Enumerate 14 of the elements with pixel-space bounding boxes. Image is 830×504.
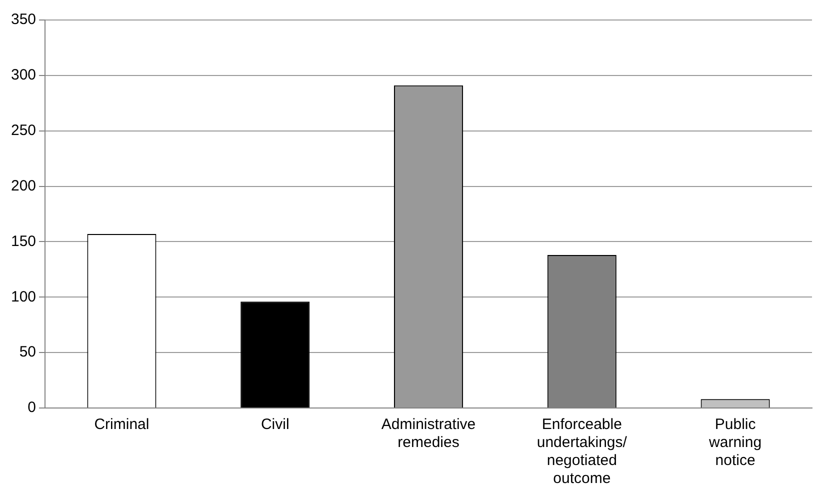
x-tick-label: Administrative remedies	[381, 416, 476, 452]
y-tick-label: 300	[10, 66, 36, 84]
x-tick-label: Public warning notice	[708, 416, 762, 470]
y-tick-label: 50	[19, 344, 36, 361]
x-tick-label: Civil	[260, 416, 290, 434]
x-tick-label: Criminal	[94, 416, 150, 434]
y-tick-label: 150	[10, 232, 36, 250]
y-tick-label: 100	[10, 288, 36, 306]
y-tick-label: 350	[10, 11, 36, 28]
y-tick-label: 200	[10, 177, 36, 194]
y-tick-label: 0	[28, 399, 36, 416]
x-tick-label: Enforceable undertakings/ negotiated outcome	[536, 416, 628, 488]
bar	[240, 302, 310, 408]
y-tick-label: 250	[10, 122, 36, 139]
